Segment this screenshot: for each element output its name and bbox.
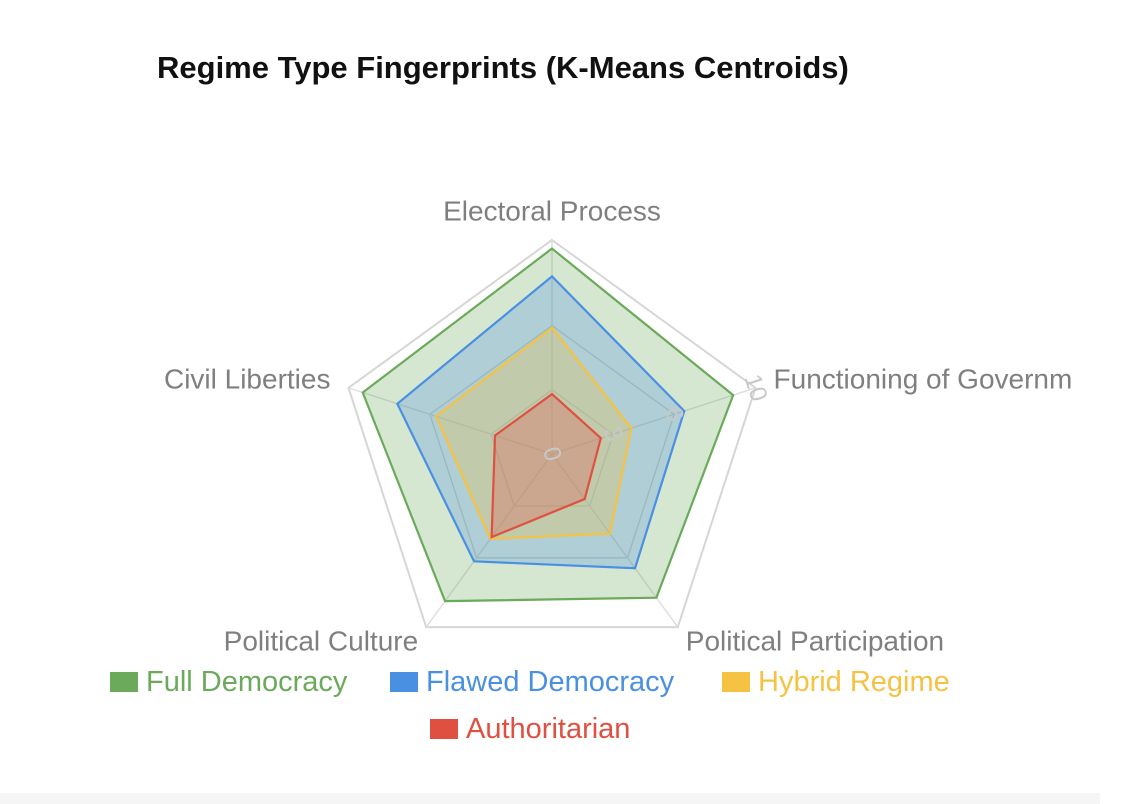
series-polygon-authoritarian xyxy=(490,392,603,539)
grid-spoke xyxy=(348,387,553,455)
radar-grid xyxy=(347,238,757,629)
series-polygon-flawed-democracy xyxy=(395,274,686,570)
axis-label: Civil Liberties xyxy=(164,363,331,394)
series-polygon-hybrid-regime xyxy=(434,326,633,540)
grid-ring xyxy=(490,388,614,507)
axis-label: Functioning of Governm xyxy=(774,363,1073,394)
series-polygon-full-democracy xyxy=(361,247,735,603)
legend: Full Democracy Flawed Democracy Hybrid Reg… xyxy=(110,666,950,745)
legend-label: Hybrid Regime xyxy=(758,666,950,698)
axis-label: Political Culture xyxy=(224,626,419,657)
tick-label: 10 xyxy=(739,371,773,405)
axis-label: Electoral Process xyxy=(443,196,661,227)
axis-label: Political Participation xyxy=(686,626,944,657)
legend-swatch xyxy=(430,719,458,739)
bottom-divider xyxy=(0,793,1100,804)
grid-ring xyxy=(347,238,757,629)
grid-ring xyxy=(429,324,675,559)
legend-label: Authoritarian xyxy=(466,713,630,745)
legend-swatch xyxy=(110,672,138,692)
legend-swatch xyxy=(390,672,418,692)
legend-swatch xyxy=(722,672,750,692)
grid-spoke xyxy=(425,453,553,628)
chart-title: Regime Type Fingerprints (K-Means Centro… xyxy=(157,50,849,85)
legend-label: Full Democracy xyxy=(146,666,348,698)
legend-label: Flawed Democracy xyxy=(426,666,675,698)
grid-spoke xyxy=(551,387,756,455)
